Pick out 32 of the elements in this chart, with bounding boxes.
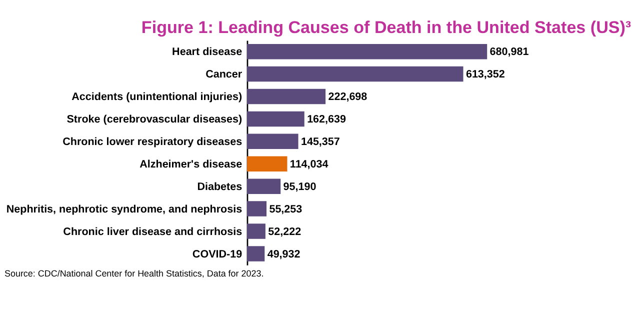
bar xyxy=(247,224,266,239)
data-label: 55,253 xyxy=(269,203,302,216)
source-note: Source: CDC/National Center for Health Statistics, Data for 2023. xyxy=(4,268,264,279)
y-tick-label: Chronic liver disease and cirrhosis xyxy=(63,226,242,238)
data-label: 222,698 xyxy=(328,91,368,104)
chart-title: Figure 1: Leading Causes of Death in the United States (US)³ xyxy=(141,18,632,38)
data-label: 52,222 xyxy=(268,226,302,238)
bar xyxy=(247,246,265,262)
y-tick-label: Heart disease xyxy=(172,46,242,58)
y-tick-label: Chronic lower respiratory diseases xyxy=(62,136,242,148)
data-label: 114,034 xyxy=(290,158,328,170)
bar xyxy=(247,178,281,194)
data-label: 613,352 xyxy=(466,68,505,81)
data-label: 680,981 xyxy=(490,46,529,58)
bar xyxy=(247,134,298,150)
bar xyxy=(247,44,488,60)
bar xyxy=(247,201,267,216)
data-label: 145,357 xyxy=(300,136,340,148)
y-tick-label: Alzheimer's disease xyxy=(140,158,242,170)
y-tick-label: COVID-19 xyxy=(192,248,242,260)
bar xyxy=(247,111,304,127)
y-tick-label: Cancer xyxy=(206,68,243,81)
bar xyxy=(247,156,288,172)
data-label: 49,932 xyxy=(267,248,300,260)
bar xyxy=(247,88,326,104)
y-tick-label: Diabetes xyxy=(197,180,242,193)
data-label: 162,639 xyxy=(307,114,346,126)
y-tick-label: Stroke (cerebrovascular diseases) xyxy=(66,114,242,126)
bar xyxy=(247,66,464,82)
data-label: 95,190 xyxy=(283,180,316,193)
y-tick-label: Accidents (unintentional injuries) xyxy=(72,91,243,104)
y-tick-label: Nephritis, nephrotic syndrome, and nephrosis xyxy=(6,203,242,216)
